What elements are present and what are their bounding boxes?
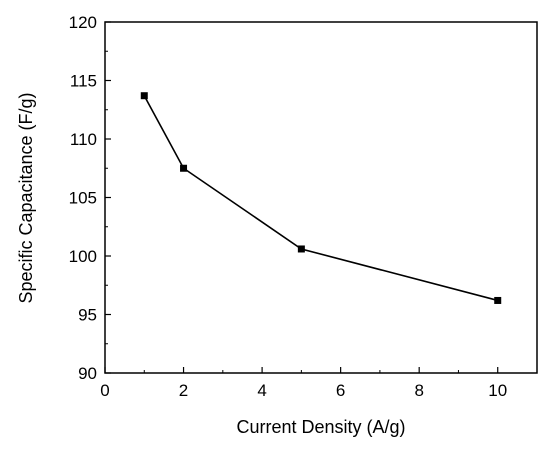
x-axis: 0 2 4 6 8 10	[100, 367, 507, 400]
data-point	[494, 296, 502, 304]
series-layer	[140, 92, 502, 304]
x-tick-label: 8	[414, 381, 423, 400]
data-point	[140, 92, 148, 100]
y-tick-label: 120	[69, 13, 97, 32]
x-tick-label: 4	[257, 381, 266, 400]
series-line	[143, 95, 498, 302]
x-tick-label: 10	[488, 381, 507, 400]
data-point	[180, 164, 188, 172]
y-axis: 90 95 100 105 110 115 120	[69, 13, 111, 383]
y-tick-label: 95	[78, 306, 97, 325]
y-tick-label: 110	[70, 130, 97, 149]
x-tick-label: 0	[100, 381, 109, 400]
y-tick-label: 100	[69, 247, 97, 266]
x-axis-title: Current Density (A/g)	[236, 417, 405, 437]
y-tick-label: 90	[78, 364, 97, 383]
y-axis-title: Specific Capacitance (F/g)	[16, 92, 36, 303]
x-tick-label: 6	[336, 381, 345, 400]
data-point	[297, 245, 305, 253]
y-tick-label: 105	[69, 189, 97, 208]
plot-frame	[104, 21, 538, 374]
x-tick-label: 2	[179, 381, 188, 400]
y-tick-label: 115	[70, 72, 97, 91]
